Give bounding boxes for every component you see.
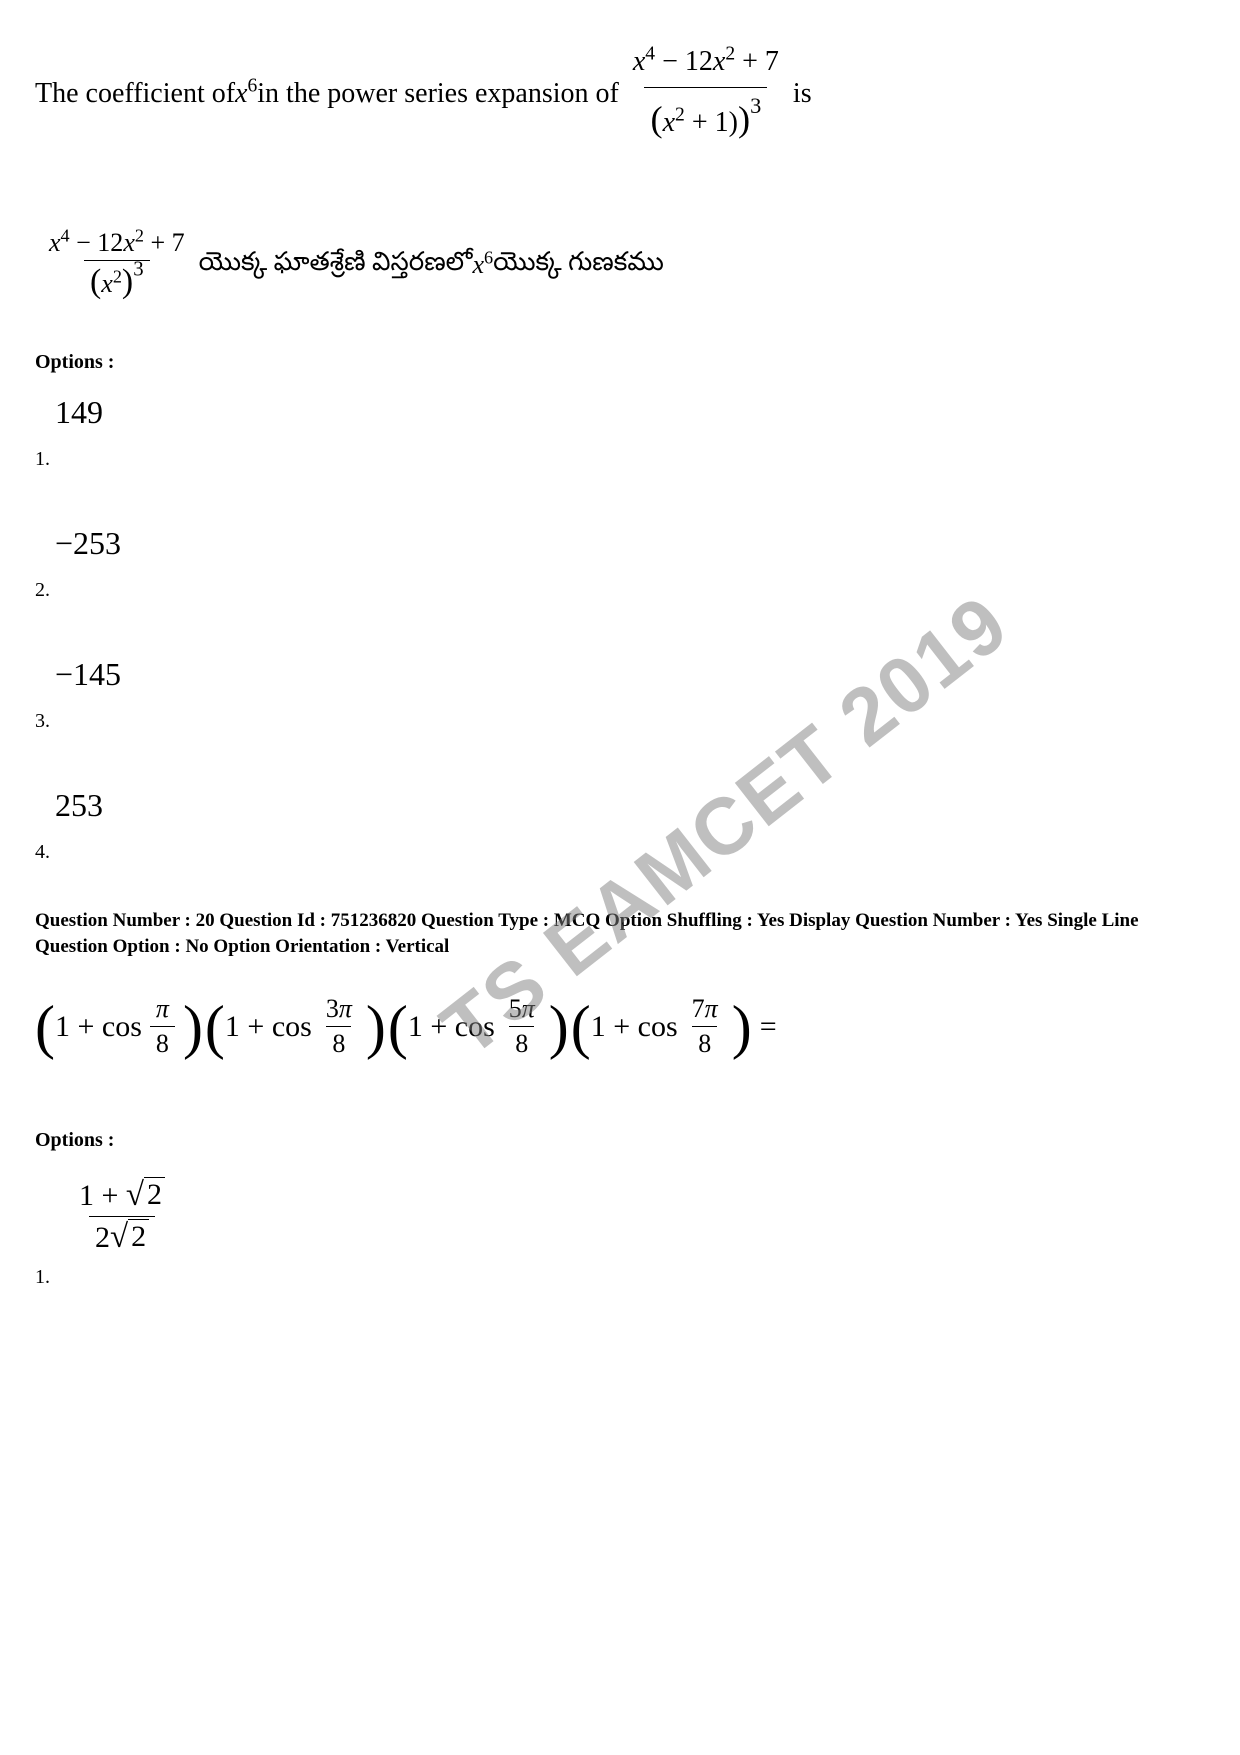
q2-term-2: ( 1 + cos 3π 8 ) [205, 994, 386, 1059]
q1-eng-suffix: is [793, 72, 812, 117]
option-1[interactable]: 149 [35, 394, 1205, 443]
q1-tel-text1: యొక్క ఘాతశ్రేణి విస్తరణలో [199, 247, 473, 283]
option-4-value: 253 [55, 787, 103, 824]
q2-term-1: ( 1 + cos π 8 ) [35, 994, 203, 1059]
q2-option-1[interactable]: 1 + √2 2√2 [65, 1177, 1205, 1256]
question1-english: The coefficient of x6 in the power serie… [35, 40, 1205, 148]
q1-eng-middle: in the power series expansion of [257, 72, 619, 117]
option-3[interactable]: −145 [35, 656, 1205, 705]
option-2-value: −253 [55, 525, 121, 562]
option-4-num: 4. [35, 841, 1190, 868]
q1-tel-fraction: x4 − 12x2 + 7 (x2)3 [43, 228, 191, 301]
option-3-num: 3. [35, 710, 1190, 737]
option-3-value: −145 [55, 656, 121, 693]
q2-term-4: ( 1 + cos 7π 8 ) [571, 994, 752, 1059]
option-4[interactable]: 253 [35, 787, 1205, 836]
question2-metadata: Question Number : 20 Question Id : 75123… [35, 908, 1205, 959]
q2-equals: = [760, 1010, 777, 1044]
option-2-num: 2. [35, 579, 1190, 606]
question1-telugu: x4 − 12x2 + 7 (x2)3 యొక్క ఘాతశ్రేణి విస్… [35, 228, 1205, 301]
q1-eng-fraction: x4 − 12x2 + 7 (x2 + 1))3 [627, 40, 785, 148]
q1-eng-prefix: The coefficient of [35, 72, 235, 117]
options-label-2: Options : [35, 1129, 1205, 1152]
q2-opt1-fraction: 1 + √2 2√2 [73, 1177, 171, 1256]
q1-tel-text2: యొక్క గుణకము [493, 247, 664, 283]
option-1-num: 1. [35, 448, 1190, 475]
q2-option-1-num: 1. [35, 1266, 1190, 1293]
q1-tel-x6: x6 [472, 250, 493, 280]
question2-expression: ( 1 + cos π 8 ) ( 1 + cos 3π 8 ) ( 1 + c… [35, 994, 1205, 1059]
option-2[interactable]: −253 [35, 525, 1205, 574]
q1-eng-x6: x6 [235, 72, 257, 117]
options-label-1: Options : [35, 351, 1205, 374]
q2-term-3: ( 1 + cos 5π 8 ) [388, 994, 569, 1059]
option-1-value: 149 [55, 394, 103, 431]
